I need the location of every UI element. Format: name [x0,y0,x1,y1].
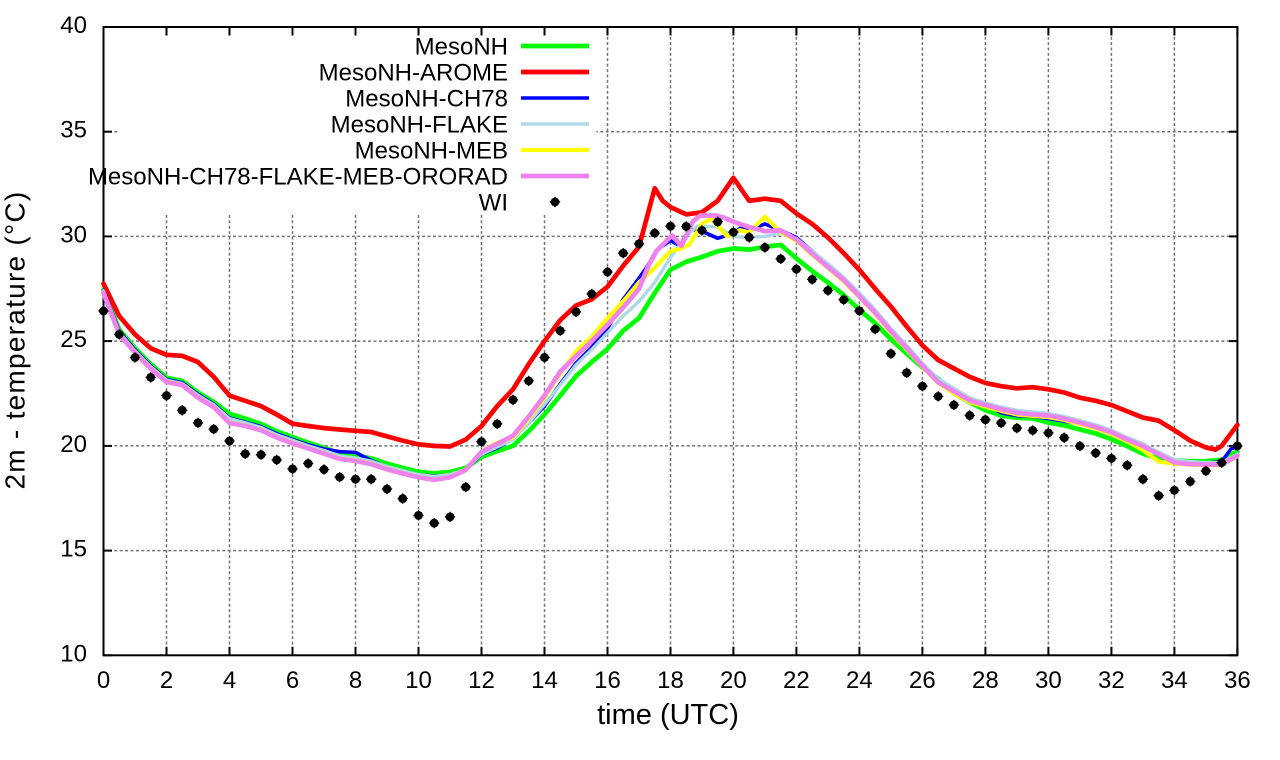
svg-text:WI: WI [479,190,508,217]
svg-text:MesoNH-AROME: MesoNH-AROME [319,60,508,87]
svg-text:20: 20 [720,667,747,694]
svg-text:0: 0 [97,667,110,694]
svg-text:32: 32 [1098,667,1125,694]
svg-text:20: 20 [60,431,87,458]
svg-text:34: 34 [1161,667,1188,694]
svg-text:15: 15 [60,536,87,563]
svg-text:40: 40 [60,12,87,39]
svg-text:25: 25 [60,326,87,353]
svg-text:22: 22 [783,667,810,694]
svg-text:30: 30 [60,221,87,248]
svg-text:10: 10 [405,667,432,694]
svg-text:10: 10 [60,640,87,667]
svg-text:MesoNH-CH78: MesoNH-CH78 [345,86,508,113]
svg-text:6: 6 [286,667,299,694]
svg-text:MesoNH-CH78-FLAKE-MEB-ORORAD: MesoNH-CH78-FLAKE-MEB-ORORAD [88,164,508,191]
svg-text:16: 16 [594,667,621,694]
svg-text:MesoNH-MEB: MesoNH-MEB [355,138,508,165]
svg-text:MesoNH: MesoNH [415,34,508,61]
svg-text:MesoNH-FLAKE: MesoNH-FLAKE [331,112,508,139]
svg-text:30: 30 [1035,667,1062,694]
svg-text:26: 26 [909,667,936,694]
svg-text:14: 14 [531,667,558,694]
svg-text:4: 4 [223,667,236,694]
svg-text:8: 8 [349,667,362,694]
svg-text:18: 18 [657,667,684,694]
svg-text:36: 36 [1224,667,1251,694]
svg-text:2: 2 [160,667,173,694]
svg-text:2m - temperature (°C): 2m - temperature (°C) [0,190,31,489]
svg-text:time (UTC): time (UTC) [597,699,739,731]
svg-text:35: 35 [60,117,87,144]
svg-text:24: 24 [846,667,873,694]
svg-text:28: 28 [972,667,999,694]
svg-text:12: 12 [468,667,495,694]
